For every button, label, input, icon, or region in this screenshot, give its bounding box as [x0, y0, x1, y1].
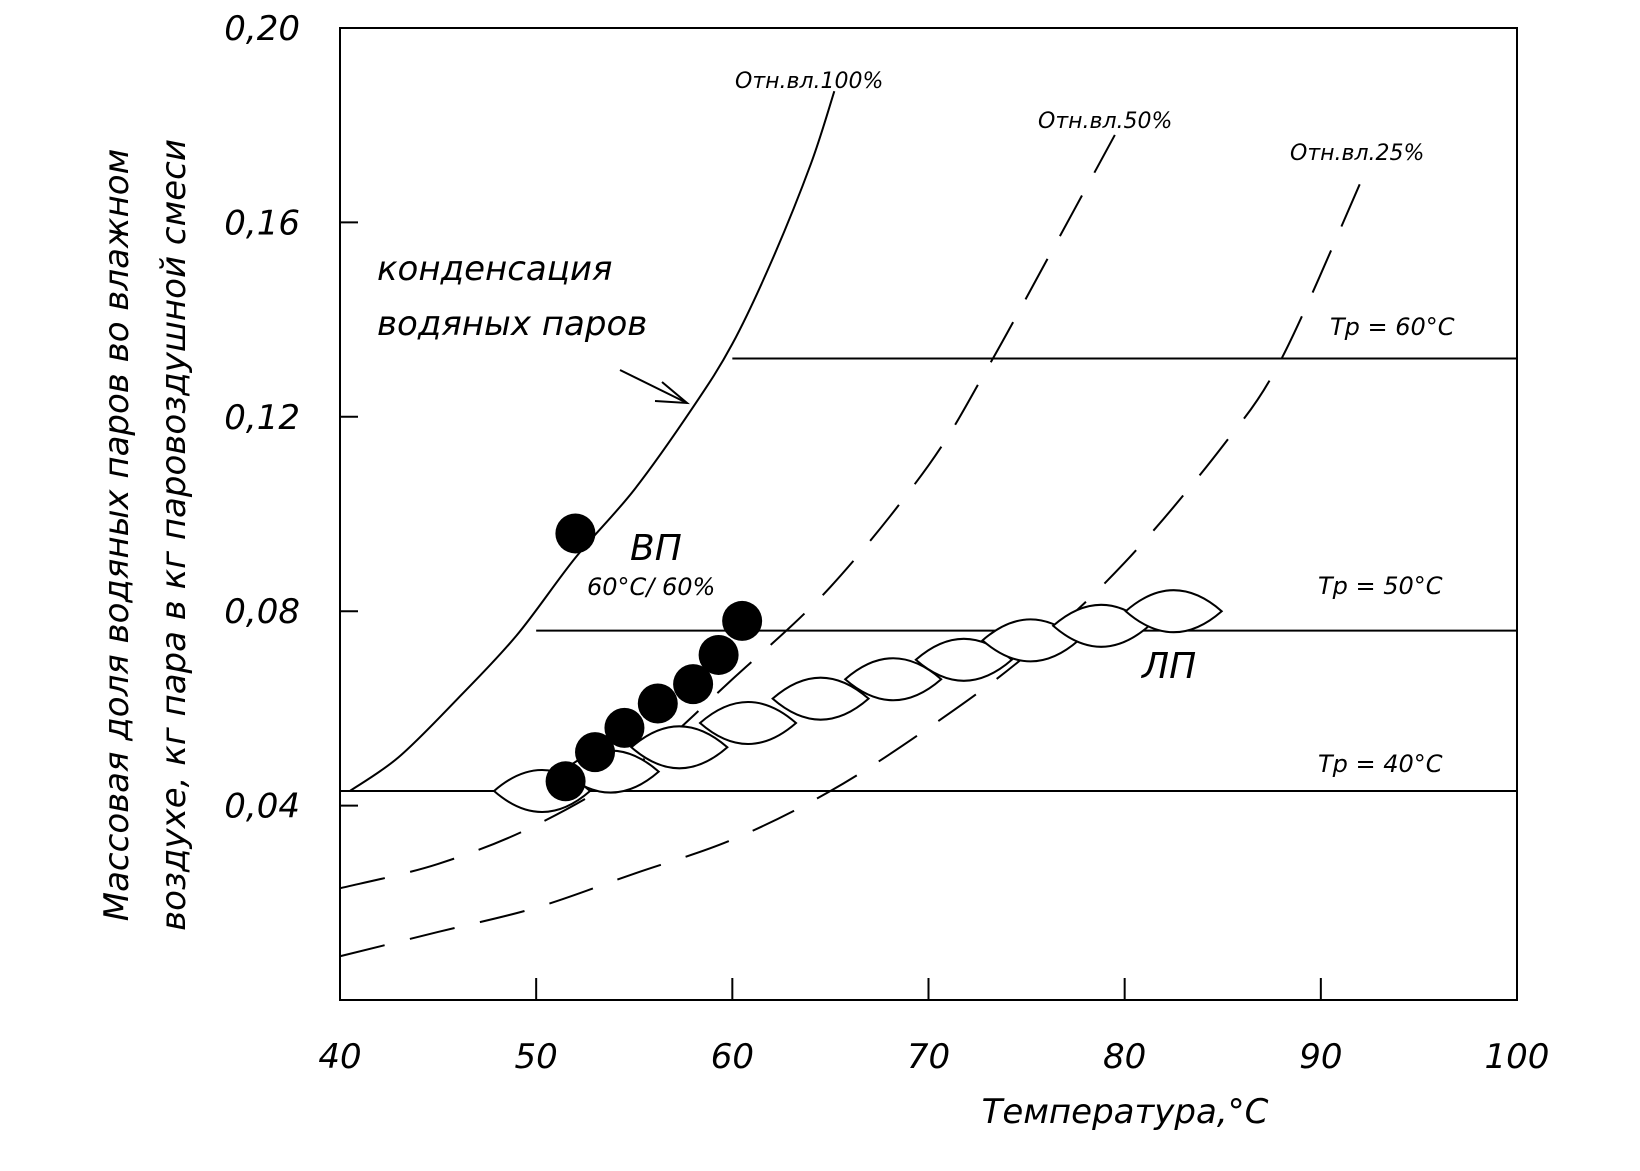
- label-vp-condition: 60°С/ 60%: [587, 573, 715, 601]
- condensation-label-line2: водяных паров: [377, 304, 647, 344]
- vp-point: [673, 664, 714, 705]
- x-tick-label: 80: [1103, 1037, 1146, 1077]
- humidity-curves: [339, 90, 1361, 958]
- lp-lens-marker: [698, 701, 798, 745]
- humidity-curve-2: [339, 183, 1361, 958]
- x-tick-label: 50: [515, 1037, 558, 1077]
- lp-lens-marker: [771, 676, 871, 721]
- x-tick-label: 70: [907, 1037, 950, 1077]
- x-tick-label: 40: [318, 1037, 361, 1077]
- y-tick-label: 0,08: [224, 592, 300, 632]
- x-axis-title: Температура,°С: [982, 1092, 1269, 1132]
- label-tr60: Тр = 60°С: [1330, 313, 1455, 341]
- label-rh50: Отн.вл.50%: [1038, 109, 1172, 134]
- lp-lens-marker: [629, 725, 729, 770]
- x-tick-label: 90: [1299, 1037, 1342, 1077]
- vp-point: [698, 634, 739, 675]
- axis-ticks: 40 50 60 70 80 90 100 0,04 0,08 0,12 0,16 0,20: [224, 9, 1549, 1077]
- label-tr50: Тр = 50°С: [1318, 572, 1443, 600]
- y-tick-label: 0,04: [224, 787, 300, 827]
- y-tick-label: 0,12: [224, 398, 300, 438]
- humidity-curve-1: [339, 134, 1116, 890]
- vp-series: [545, 513, 763, 802]
- humidity-curve-0: [349, 90, 836, 792]
- label-rh25: Отн.вл.25%: [1290, 141, 1424, 166]
- condensation-label-line1: конденсация: [377, 249, 612, 289]
- y-axis-title-line1: Массовая доля водяных паров во влажном: [97, 149, 137, 921]
- label-rh100: Отн.вл.100%: [735, 69, 883, 94]
- lp-series: [492, 589, 1224, 813]
- vp-point: [545, 761, 586, 802]
- plot-frame: [339, 27, 1518, 1001]
- lp-lens-marker: [1124, 589, 1224, 634]
- label-lp: ЛП: [1140, 646, 1196, 687]
- x-tick-label: 60: [711, 1037, 754, 1077]
- x-tick-label: 100: [1485, 1037, 1550, 1077]
- lp-lens-marker: [914, 637, 1014, 682]
- y-tick-label: 0,20: [224, 9, 300, 49]
- label-vp: ВП: [630, 528, 682, 569]
- lp-lens-marker: [843, 657, 943, 702]
- label-tr40: Тр = 40°С: [1318, 750, 1443, 778]
- vp-point: [722, 600, 763, 641]
- condensation-arrow: [619, 369, 690, 405]
- vp-point: [604, 707, 645, 748]
- vp-point: [575, 732, 616, 773]
- vp-point: [637, 683, 678, 724]
- vp-point: [555, 513, 596, 554]
- y-tick-label: 0,16: [224, 203, 300, 243]
- y-axis-title-line2: воздухе, кг пара в кг паровоздушной смес…: [154, 139, 194, 931]
